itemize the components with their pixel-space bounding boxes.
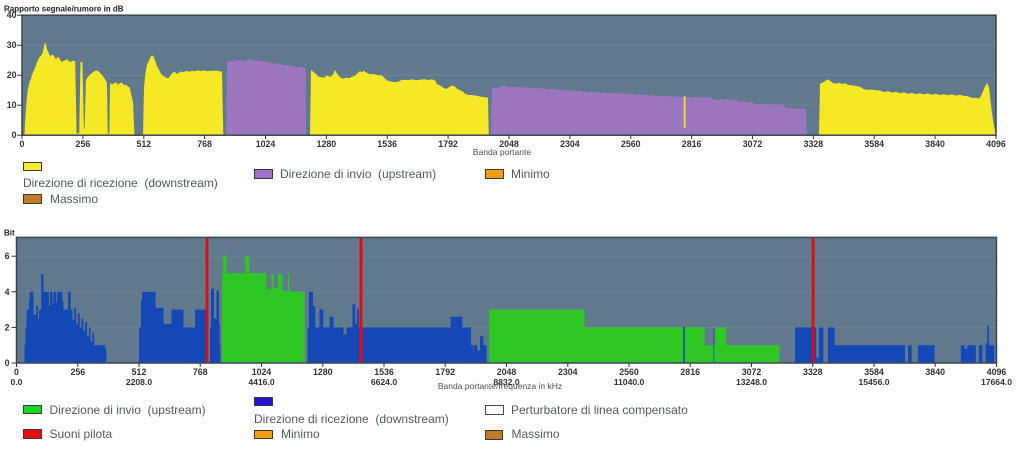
svg-text:13248.0: 13248.0 <box>736 377 767 387</box>
svg-text:2304: 2304 <box>558 367 578 377</box>
svg-text:512: 512 <box>132 367 147 377</box>
svg-text:2560: 2560 <box>619 367 639 377</box>
svg-text:3072: 3072 <box>742 367 762 377</box>
svg-text:0: 0 <box>14 367 19 377</box>
svg-text:2816: 2816 <box>682 139 702 149</box>
svg-text:0: 0 <box>5 358 10 368</box>
svg-text:20: 20 <box>7 70 17 80</box>
svg-text:15456.0: 15456.0 <box>858 377 889 387</box>
svg-text:Banda portante: Banda portante <box>473 147 531 157</box>
svg-text:3840: 3840 <box>925 139 945 149</box>
svg-text:768: 768 <box>197 139 212 149</box>
svg-text:Banda portante/frequenza in kH: Banda portante/frequenza in kHz <box>438 381 562 391</box>
svg-text:Rapporto segnale/rumore in dB: Rapporto segnale/rumore in dB <box>4 4 124 13</box>
svg-text:2560: 2560 <box>621 139 641 149</box>
svg-text:4096: 4096 <box>986 139 1006 149</box>
svg-text:0: 0 <box>12 130 17 140</box>
svg-text:1792: 1792 <box>435 367 455 377</box>
svg-text:4096: 4096 <box>987 367 1007 377</box>
svg-text:3584: 3584 <box>864 139 884 149</box>
svg-text:2208.0: 2208.0 <box>126 377 153 387</box>
svg-text:2048: 2048 <box>497 367 517 377</box>
svg-text:6624.0: 6624.0 <box>371 377 398 387</box>
svg-text:10: 10 <box>7 100 17 110</box>
svg-text:2304: 2304 <box>560 139 580 149</box>
svg-text:768: 768 <box>193 367 208 377</box>
svg-text:8832.0: 8832.0 <box>493 377 520 387</box>
svg-text:1536: 1536 <box>377 139 397 149</box>
svg-text:4416.0: 4416.0 <box>248 377 275 387</box>
svg-text:Bit: Bit <box>4 229 15 238</box>
svg-text:1024: 1024 <box>252 367 272 377</box>
svg-text:256: 256 <box>76 139 91 149</box>
svg-text:1280: 1280 <box>317 139 337 149</box>
svg-text:1792: 1792 <box>438 139 458 149</box>
svg-text:1280: 1280 <box>313 367 333 377</box>
svg-text:3584: 3584 <box>864 367 884 377</box>
svg-text:3328: 3328 <box>804 139 824 149</box>
svg-text:1024: 1024 <box>256 139 276 149</box>
svg-text:3072: 3072 <box>743 139 763 149</box>
svg-text:0.0: 0.0 <box>11 377 23 387</box>
svg-text:6: 6 <box>5 251 10 261</box>
svg-text:2: 2 <box>5 322 10 332</box>
svg-text:3840: 3840 <box>925 367 945 377</box>
svg-text:11040.0: 11040.0 <box>614 377 645 387</box>
svg-text:17664.0: 17664.0 <box>981 377 1012 387</box>
svg-text:40: 40 <box>7 10 17 20</box>
svg-text:30: 30 <box>7 40 17 50</box>
svg-text:0: 0 <box>20 139 25 149</box>
svg-text:2816: 2816 <box>680 367 700 377</box>
svg-text:4: 4 <box>5 287 10 297</box>
svg-text:3328: 3328 <box>803 367 823 377</box>
svg-text:256: 256 <box>70 367 85 377</box>
svg-text:2048: 2048 <box>499 139 519 149</box>
svg-text:1536: 1536 <box>374 367 394 377</box>
svg-text:512: 512 <box>136 139 151 149</box>
